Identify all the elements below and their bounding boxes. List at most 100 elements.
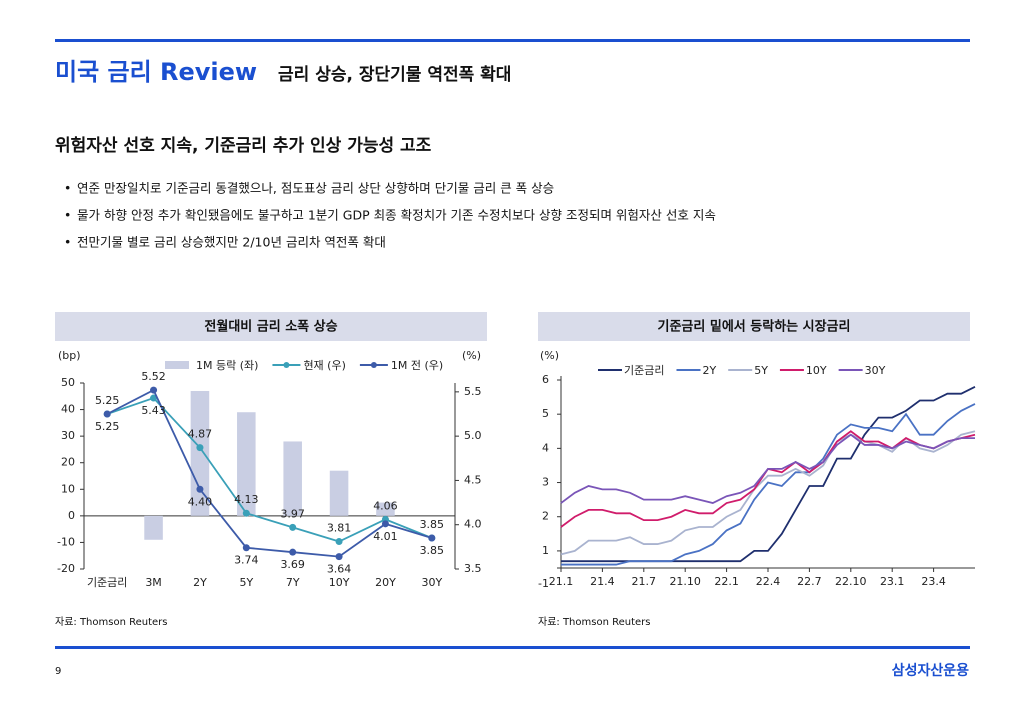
x-tick-label: 21.1 bbox=[549, 575, 574, 588]
y-tick-label: 6 bbox=[542, 373, 549, 386]
bullet: 물가 하향 안정 추가 확인됐음에도 불구하고 1분기 GDP 최종 확정치가 … bbox=[77, 208, 716, 223]
marker bbox=[289, 548, 297, 556]
value-label: 5.52 bbox=[141, 370, 166, 383]
x-tick-label: 21.4 bbox=[590, 575, 615, 588]
line bbox=[561, 403, 976, 566]
value-label: 4.87 bbox=[188, 428, 213, 441]
chart-title: 전월대비 금리 소폭 상승 bbox=[204, 319, 337, 335]
headline: 위험자산 선호 지속, 기준금리 추가 인상 가능성 고조 bbox=[55, 135, 432, 156]
value-label: 3.81 bbox=[327, 522, 352, 535]
y2-tick-label: 4.5 bbox=[464, 473, 482, 486]
bar bbox=[283, 441, 302, 516]
value-label: 3.85 bbox=[420, 518, 445, 531]
marker bbox=[428, 534, 436, 542]
legend-label: 2Y bbox=[702, 364, 716, 377]
marker bbox=[196, 485, 204, 493]
x-tick-label: 22.1 bbox=[714, 575, 739, 588]
bullet-dot: • bbox=[64, 208, 71, 223]
legend-label: 5Y bbox=[754, 364, 768, 377]
marker bbox=[335, 553, 343, 561]
legend-label: 1M 전 (우) bbox=[391, 359, 443, 372]
legend-label: 1M 등락 (좌) bbox=[196, 359, 258, 372]
value-label: 3.74 bbox=[234, 554, 259, 567]
bar bbox=[329, 470, 349, 516]
y2-tick-label: 3.5 bbox=[464, 562, 482, 575]
line bbox=[560, 430, 976, 556]
bullet: 연준 만장일치로 기준금리 동결했으나, 점도표상 금리 상단 상향하며 단기물… bbox=[77, 181, 554, 196]
y-tick-label: 0 bbox=[68, 509, 75, 522]
x-tick-label: 2Y bbox=[193, 576, 207, 589]
y-tick-label: 10 bbox=[61, 482, 75, 495]
y2-tick-label: 5.0 bbox=[464, 429, 482, 442]
chart-header-box bbox=[55, 312, 487, 341]
y-tick-label: 50 bbox=[61, 376, 75, 389]
x-tick-label: 22.7 bbox=[797, 575, 822, 588]
y-tick-label: -1 bbox=[538, 577, 549, 590]
bar bbox=[376, 502, 395, 516]
bullet-dot: • bbox=[64, 181, 71, 196]
value-label: 4.13 bbox=[234, 493, 259, 506]
y-tick-label: 5 bbox=[542, 407, 549, 420]
y2-tick-label: 4.0 bbox=[464, 518, 482, 531]
y-tick-label: 40 bbox=[61, 403, 75, 416]
legend-label: 현재 (우) bbox=[303, 359, 345, 372]
y-tick-label: 3 bbox=[542, 476, 549, 489]
x-tick-label: 10Y bbox=[329, 576, 350, 589]
chart-header-box bbox=[538, 312, 970, 341]
bar bbox=[144, 515, 163, 540]
value-label: 3.97 bbox=[280, 507, 305, 520]
bullet-dot: • bbox=[64, 235, 71, 250]
value-label: 3.85 bbox=[420, 544, 445, 557]
value-label: 5.25 bbox=[95, 394, 120, 407]
y2-axis-label: (%) bbox=[462, 349, 481, 362]
x-tick-label: 3M bbox=[145, 576, 162, 589]
x-tick-label: 30Y bbox=[421, 576, 442, 589]
marker bbox=[381, 520, 389, 528]
logo: 삼성자산운용 bbox=[892, 662, 969, 679]
title: 미국 금리 Review bbox=[55, 58, 257, 86]
legend-label: 기준금리 bbox=[624, 364, 664, 377]
y-tick-label: 20 bbox=[61, 456, 75, 469]
legend-label: 10Y bbox=[806, 364, 827, 377]
bottom-rule bbox=[55, 646, 970, 649]
bar bbox=[237, 412, 256, 516]
source: 자료: Thomson Reuters bbox=[538, 616, 650, 628]
y2-tick-label: 5.5 bbox=[464, 385, 482, 398]
value-label: 4.40 bbox=[188, 495, 213, 508]
line bbox=[560, 433, 975, 505]
chart-title: 기준금리 밑에서 등락하는 시장금리 bbox=[658, 319, 851, 335]
legend-label: 30Y bbox=[865, 364, 886, 377]
x-tick-label: 7Y bbox=[286, 576, 300, 589]
marker bbox=[150, 386, 158, 394]
marker bbox=[242, 544, 250, 552]
x-tick-label: 5Y bbox=[239, 576, 253, 589]
marker bbox=[242, 509, 250, 517]
value-label: 4.01 bbox=[373, 530, 398, 543]
marker bbox=[150, 394, 158, 402]
x-tick-label: 23.4 bbox=[921, 575, 946, 588]
y-tick-label: -10 bbox=[57, 535, 75, 548]
value-label: 3.64 bbox=[327, 563, 352, 576]
y-tick-label: 2 bbox=[542, 510, 549, 523]
y-tick-label: -20 bbox=[57, 562, 75, 575]
legend-marker bbox=[370, 362, 377, 368]
value-label: 5.43 bbox=[141, 404, 166, 417]
page-number: 9 bbox=[55, 666, 61, 677]
line bbox=[561, 386, 976, 563]
x-tick-label: 22.4 bbox=[756, 575, 781, 588]
source: 자료: Thomson Reuters bbox=[55, 616, 167, 628]
y-axis-label: (bp) bbox=[58, 349, 81, 362]
value-label: 5.25 bbox=[95, 420, 120, 433]
line bbox=[106, 388, 433, 558]
legend-marker bbox=[283, 362, 290, 368]
y-tick-label: 1 bbox=[542, 544, 549, 557]
y-tick-label: 30 bbox=[61, 429, 75, 442]
x-tick-label: 21.10 bbox=[669, 575, 701, 588]
y-tick-label: 4 bbox=[542, 441, 549, 454]
line bbox=[560, 430, 976, 528]
subtitle: 금리 상승, 장단기물 역전폭 확대 bbox=[278, 65, 511, 85]
bar bbox=[190, 390, 210, 516]
legend-swatch bbox=[165, 361, 189, 369]
